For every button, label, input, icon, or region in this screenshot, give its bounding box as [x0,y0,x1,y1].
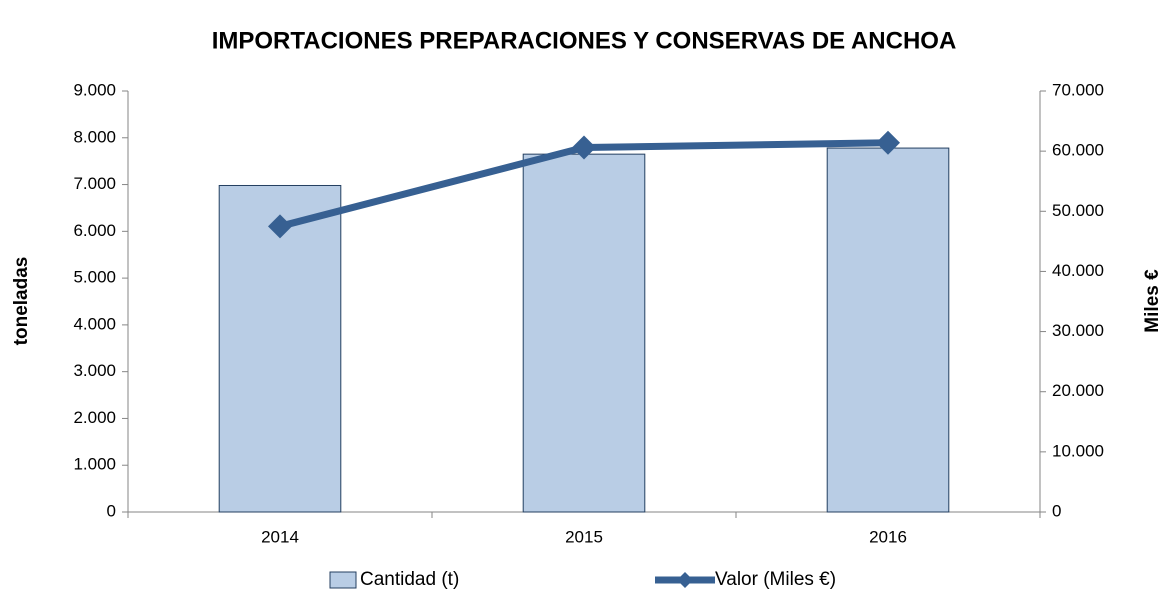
line-marker [572,135,596,160]
y-axis-title: toneladas [11,257,32,346]
y-tick-label: 9.000 [73,80,116,99]
x-tick-label: 2014 [261,527,299,546]
legend-swatch [329,571,357,589]
y-tick-label: 7.000 [73,174,116,193]
y2-tick-label: 40.000 [1052,261,1104,280]
bar [522,153,646,513]
y-tick-label: 0 [107,501,116,520]
y2-tick-label: 70.000 [1052,80,1104,99]
line-marker [876,130,900,155]
y2-tick-label: 20.000 [1052,381,1104,400]
x-tick-label: 2016 [869,527,907,546]
line-marker [268,214,292,239]
y-tick-label: 1.000 [73,455,116,474]
legend-label: Valor (Miles €) [715,569,836,590]
legend-marker [677,572,693,588]
bar [826,147,950,513]
y-tick-label: 6.000 [73,221,116,240]
y-tick-label: 4.000 [73,314,116,333]
y2-tick-label: 50.000 [1052,201,1104,220]
y2-tick-label: 30.000 [1052,321,1104,340]
y2-axis-title: Miles € [1142,269,1163,333]
bar [218,184,342,513]
x-tick-label: 2015 [565,527,603,546]
y2-tick-label: 0 [1052,501,1061,520]
y2-tick-label: 10.000 [1052,441,1104,460]
chart-title: IMPORTACIONES PREPARACIONES Y CONSERVAS … [212,27,957,54]
y-tick-label: 3.000 [73,361,116,380]
y-tick-label: 2.000 [73,408,116,427]
y-tick-label: 5.000 [73,268,116,287]
legend-label: Cantidad (t) [360,569,459,590]
y-tick-label: 8.000 [73,127,116,146]
y2-tick-label: 60.000 [1052,141,1104,160]
